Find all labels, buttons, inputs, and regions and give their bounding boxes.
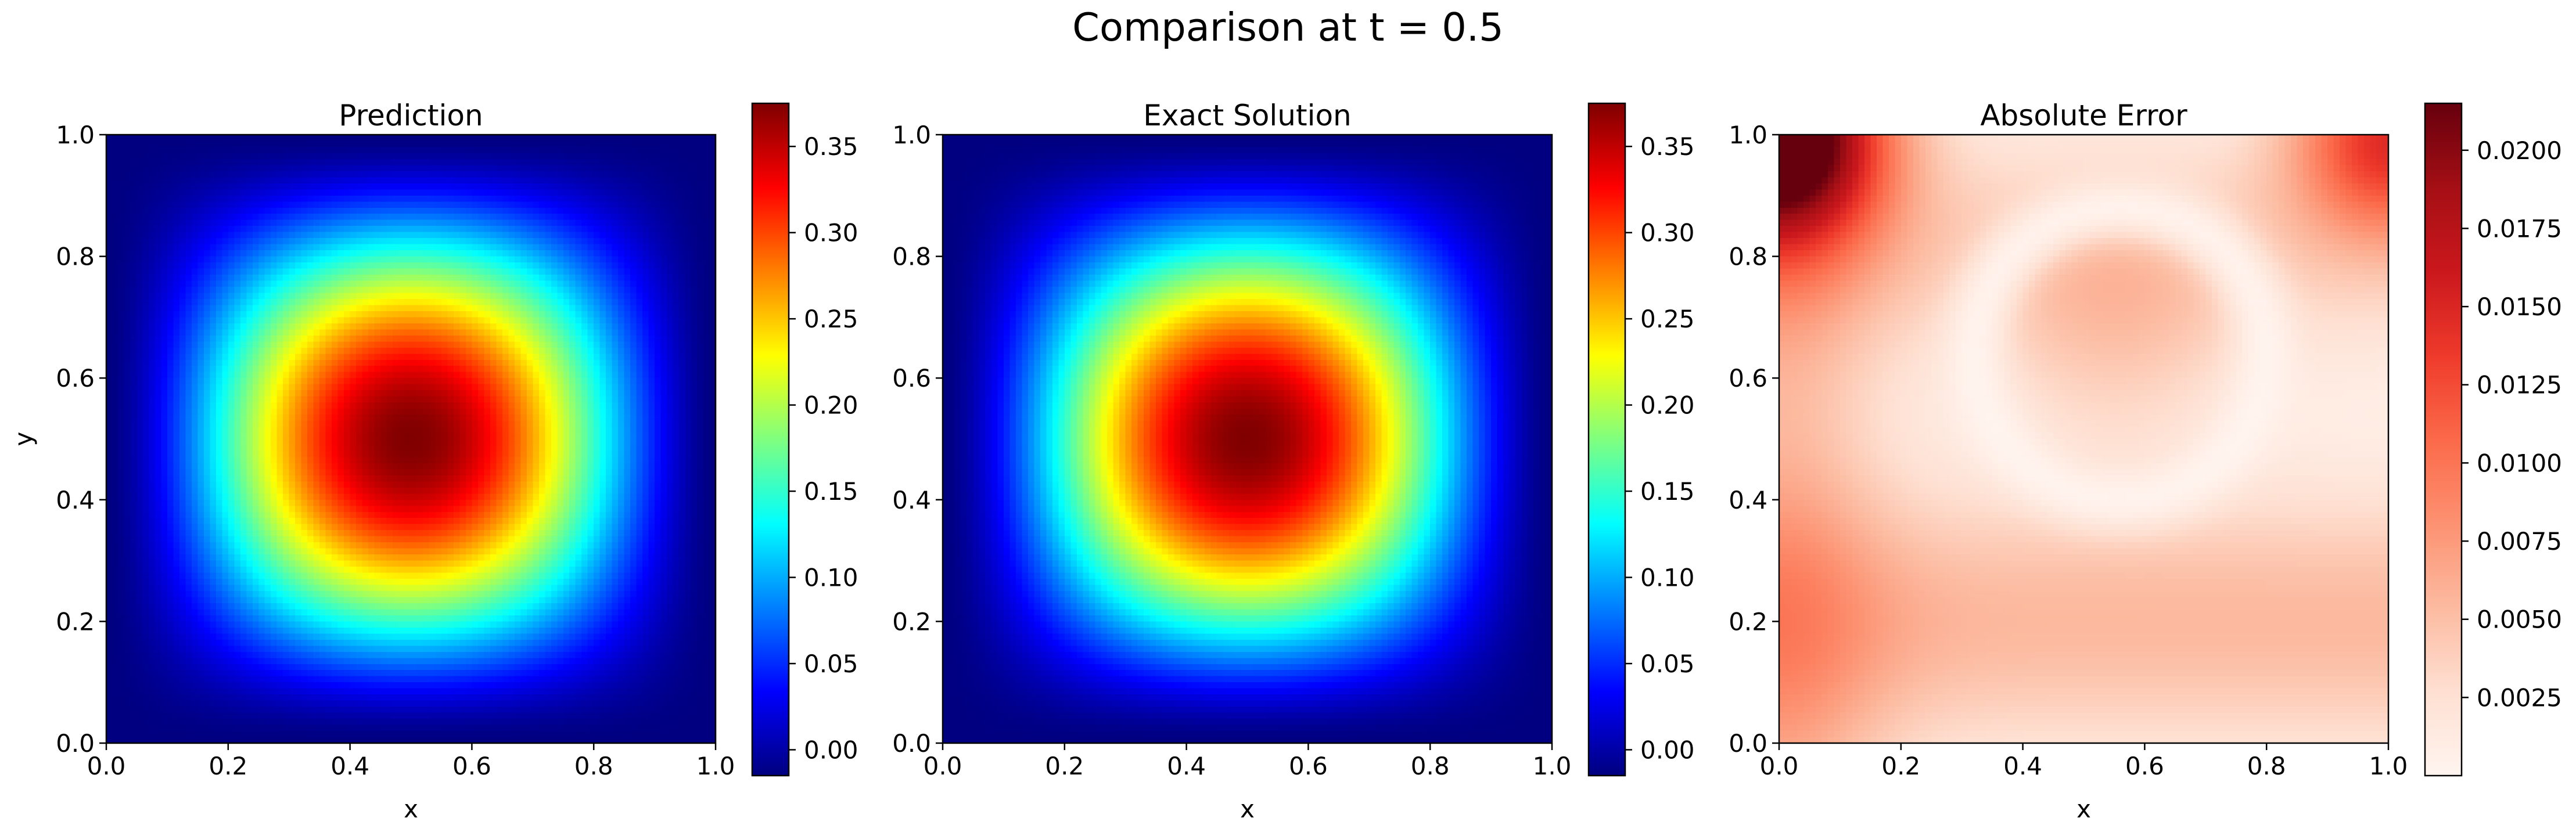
x-tick-label: 0.2	[1881, 752, 1920, 780]
x-tick-label: 1.0	[696, 752, 735, 780]
colorbar-tick-label: 0.20	[804, 391, 858, 420]
colorbar-tick-label: 0.30	[804, 219, 858, 247]
colorbar-tick-label: 0.35	[1640, 132, 1695, 161]
colorbar-tick-label: 0.00	[804, 736, 858, 764]
colorbar-tick-label: 0.15	[804, 477, 858, 506]
x-tick-label: 0.4	[1167, 752, 1206, 780]
colorbar-tick-label: 0.30	[1640, 219, 1695, 247]
colorbar-tick-label: 0.0150	[2477, 293, 2562, 321]
colorbar-tick-label: 0.25	[804, 305, 858, 333]
y-tick-label: 0.0	[892, 729, 931, 758]
colorbar-tick-label: 0.0200	[2477, 136, 2562, 165]
y-tick-label: 0.2	[1729, 607, 1767, 636]
colorbar: 0.00 0.05 0.10 0.15 0.20 0.25 0.30 0.35	[751, 102, 858, 777]
y-axis-label: y	[9, 432, 38, 446]
x-tick-label: 0.2	[209, 752, 247, 780]
colorbar-gradient	[752, 103, 789, 776]
x-tick-label: 0.6	[2125, 752, 2164, 780]
panel-1: Prediction 0.0 0.2 0.4 0.6 0.8 1.0 0.0 0.2 0.4 0.6…	[9, 99, 858, 823]
y-tick-label: 0.8	[1729, 243, 1767, 271]
y-tick-label: 1.0	[56, 121, 95, 149]
colorbar-tick-label: 0.0100	[2477, 449, 2562, 477]
colorbar-tick-label: 0.20	[1640, 391, 1695, 420]
y-tick-label: 0.4	[892, 486, 931, 514]
x-tick-label: 1.0	[1533, 752, 1572, 780]
colorbar-tick-label: 0.15	[1640, 477, 1695, 506]
panel-title: Absolute Error	[1980, 99, 2187, 132]
x-tick-label: 0.4	[2003, 752, 2042, 780]
x-tick-label: 1.0	[2369, 752, 2408, 780]
colorbar-gradient	[2425, 103, 2462, 776]
colorbar-tick-label: 0.10	[1640, 564, 1695, 592]
x-tick-label: 0.2	[1045, 752, 1084, 780]
y-tick-label: 1.0	[892, 121, 931, 149]
colorbar-tick-label: 0.0050	[2477, 606, 2562, 634]
y-tick-label: 0.8	[56, 243, 95, 271]
panel-title: Exact Solution	[1143, 99, 1352, 132]
x-tick-label: 0.8	[2247, 752, 2286, 780]
heatmap-image	[943, 135, 1552, 743]
colorbar-tick-label: 0.25	[1640, 305, 1695, 333]
colorbar-tick-label: 0.0175	[2477, 214, 2562, 243]
y-tick-label: 0.6	[892, 364, 931, 392]
colorbar-frame	[751, 102, 790, 777]
x-tick-label: 0.0	[924, 752, 962, 780]
x-tick-label: 0.0	[1760, 752, 1799, 780]
axes-frame	[1778, 134, 2390, 744]
x-axis-label: x	[404, 795, 418, 823]
colorbar-frame	[2424, 102, 2463, 777]
y-tick-label: 0.4	[1729, 486, 1767, 514]
y-tick-label: 0.2	[56, 607, 95, 636]
x-tick-label: 0.4	[330, 752, 369, 780]
colorbar-tick-label: 0.00	[1640, 736, 1695, 764]
colorbar-tick-label: 0.0025	[2477, 683, 2562, 712]
panel-2: Exact Solution 0.0 0.2 0.4 0.6 0.8 1.0 0.0 0.2 0.…	[892, 99, 1694, 823]
panel-3: Absolute Error 0.0 0.2 0.4 0.6 0.8 1.0 0.0 0.2 0.…	[1729, 99, 2562, 823]
heatmap-image	[1779, 135, 2388, 743]
y-tick-label: 1.0	[1729, 121, 1767, 149]
y-tick-label: 0.6	[1729, 364, 1767, 392]
colorbar-frame	[1587, 102, 1626, 777]
y-tick-label: 0.8	[892, 243, 931, 271]
x-axis-label: x	[1240, 795, 1255, 823]
y-tick-label: 0.0	[1729, 729, 1767, 758]
x-tick-label: 0.8	[574, 752, 613, 780]
y-tick-label: 0.2	[892, 607, 931, 636]
y-tick-label: 0.4	[56, 486, 95, 514]
y-tick-label: 0.0	[56, 729, 95, 758]
x-tick-label: 0.8	[1411, 752, 1450, 780]
y-tick-label: 0.6	[56, 364, 95, 392]
x-tick-label: 0.6	[452, 752, 491, 780]
colorbar-tick-label: 0.0125	[2477, 371, 2562, 399]
figure-suptitle: Comparison at t = 0.5	[1072, 5, 1504, 50]
axes-frame	[942, 134, 1553, 744]
colorbar-tick-label: 0.05	[804, 650, 858, 678]
x-tick-label: 0.6	[1289, 752, 1328, 780]
x-tick-label: 0.0	[87, 752, 126, 780]
colorbar-tick-label: 0.05	[1640, 650, 1695, 678]
colorbar: 0.00 0.05 0.10 0.15 0.20 0.25 0.30 0.35	[1587, 102, 1695, 777]
colorbar-tick-label: 0.10	[804, 564, 858, 592]
panel-title: Prediction	[339, 99, 483, 132]
colorbar-tick-label: 0.35	[804, 132, 858, 161]
axes-frame	[105, 134, 717, 744]
colorbar: 0.0025 0.0050 0.0075 0.0100 0.0125 0.0150 0.01…	[2424, 102, 2562, 777]
colorbar-tick-label: 0.0075	[2477, 527, 2562, 556]
x-axis-label: x	[2076, 795, 2091, 823]
colorbar-gradient	[1589, 103, 1625, 776]
heatmap-image	[106, 135, 716, 743]
